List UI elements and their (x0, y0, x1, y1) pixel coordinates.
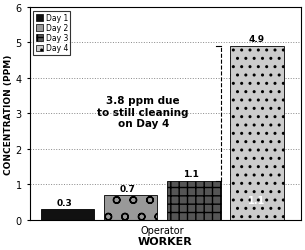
Text: 4.9: 4.9 (249, 35, 265, 44)
Text: 0.3: 0.3 (56, 198, 72, 207)
X-axis label: WORKER: WORKER (138, 236, 193, 246)
Legend: Day 1, Day 2, Day 3, Day 4: Day 1, Day 2, Day 3, Day 4 (33, 12, 70, 56)
Text: 1.1: 1.1 (183, 170, 199, 178)
Text: 3.8 ppm due
to still cleaning
on Day 4: 3.8 ppm due to still cleaning on Day 4 (98, 96, 189, 129)
Bar (104, 195, 157, 220)
Text: 1.1: 1.1 (248, 196, 266, 205)
Bar (230, 47, 284, 220)
Text: 0.7: 0.7 (120, 184, 135, 193)
Bar (41, 209, 94, 220)
Y-axis label: CONCENTRATION (PPM): CONCENTRATION (PPM) (4, 54, 13, 174)
Bar (167, 181, 221, 220)
